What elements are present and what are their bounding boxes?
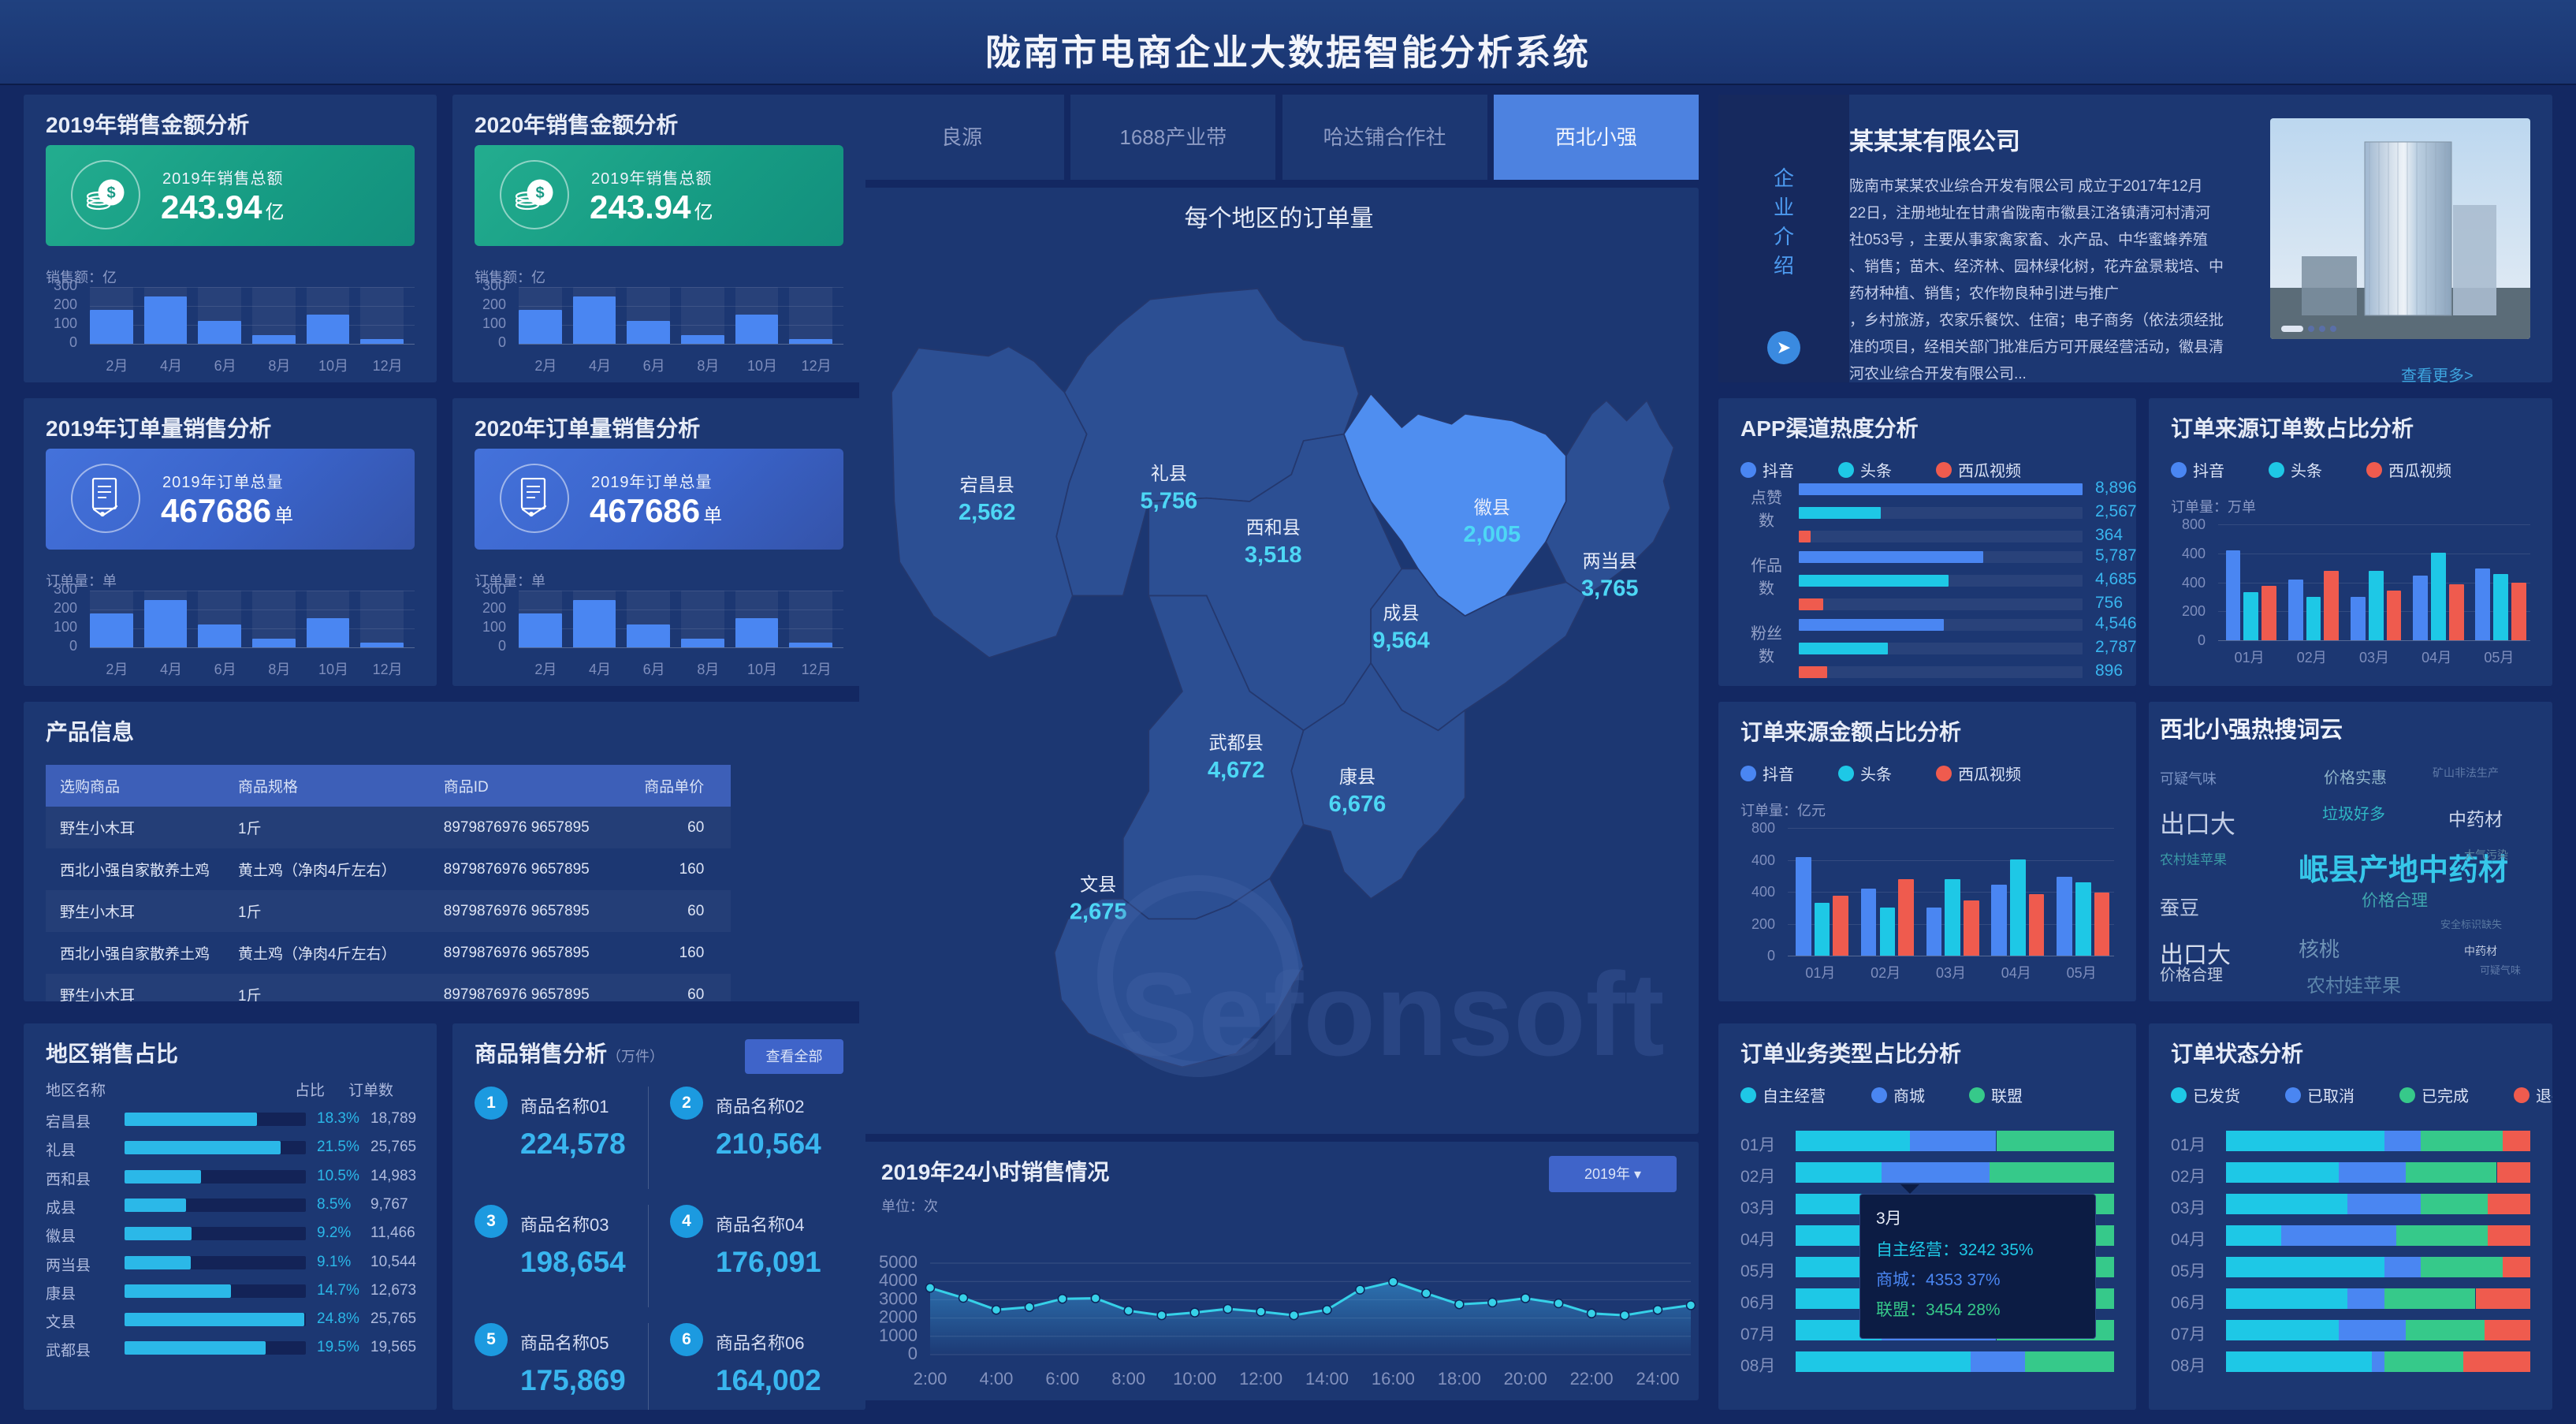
svg-text:$: $ — [106, 185, 115, 202]
svg-text:5,756: 5,756 — [1141, 488, 1198, 513]
svg-text:徽县: 徽县 — [1474, 497, 1510, 517]
svg-text:9,564: 9,564 — [1372, 628, 1430, 653]
svg-text:4000: 4000 — [879, 1270, 918, 1290]
svg-text:3000: 3000 — [879, 1288, 918, 1308]
svg-text:2:00: 2:00 — [914, 1369, 947, 1389]
svg-text:18:00: 18:00 — [1438, 1369, 1481, 1389]
svg-text:2,562: 2,562 — [959, 500, 1016, 525]
svg-text:12:00: 12:00 — [1239, 1369, 1282, 1389]
svg-text:成县: 成县 — [1383, 602, 1419, 623]
svg-text:4,672: 4,672 — [1208, 758, 1265, 783]
svg-text:5000: 5000 — [879, 1252, 918, 1272]
svg-text:武都县: 武都县 — [1209, 733, 1264, 753]
svg-text:礼县: 礼县 — [1151, 464, 1187, 484]
svg-text:1000: 1000 — [879, 1325, 918, 1345]
svg-text:8:00: 8:00 — [1111, 1369, 1145, 1389]
svg-text:$: $ — [535, 185, 544, 202]
svg-text:2000: 2000 — [879, 1307, 918, 1327]
svg-text:6,676: 6,676 — [1329, 792, 1387, 817]
svg-text:20:00: 20:00 — [1504, 1369, 1547, 1389]
svg-text:两当县: 两当县 — [1583, 551, 1637, 572]
svg-text:3,518: 3,518 — [1245, 542, 1302, 568]
svg-text:2,005: 2,005 — [1463, 522, 1521, 547]
svg-text:西和县: 西和县 — [1246, 517, 1301, 538]
svg-text:6:00: 6:00 — [1045, 1369, 1079, 1389]
svg-text:16:00: 16:00 — [1372, 1369, 1415, 1389]
svg-text:10:00: 10:00 — [1173, 1369, 1216, 1389]
svg-text:22:00: 22:00 — [1570, 1369, 1614, 1389]
svg-text:14:00: 14:00 — [1305, 1369, 1349, 1389]
svg-text:3,765: 3,765 — [1581, 576, 1639, 602]
svg-text:24:00: 24:00 — [1636, 1369, 1679, 1389]
svg-text:宕昌县: 宕昌县 — [960, 475, 1014, 495]
svg-text:Sefonsoft: Sefonsoft — [1119, 948, 1665, 1080]
svg-text:4:00: 4:00 — [979, 1369, 1013, 1389]
svg-text:0: 0 — [908, 1344, 918, 1363]
svg-text:康县: 康县 — [1339, 766, 1375, 787]
